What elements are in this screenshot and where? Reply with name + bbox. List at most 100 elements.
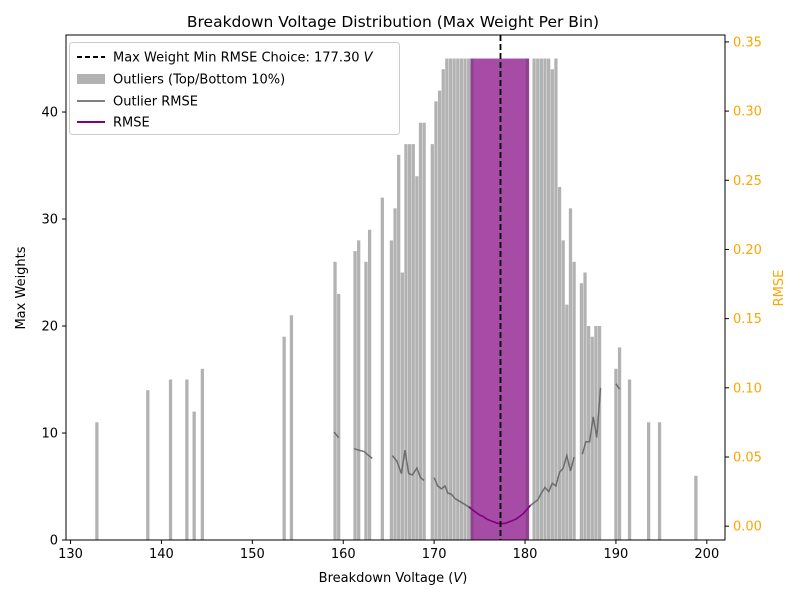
outlier-bar <box>168 379 173 540</box>
outlier-rmse-line <box>581 387 602 455</box>
selected-bar <box>481 58 486 540</box>
outlier-bar <box>463 58 467 540</box>
outlier-bar <box>597 326 602 540</box>
legend-rmse-label: RMSE <box>113 116 150 131</box>
x-tick-label: 140 <box>149 547 174 562</box>
outlier-bar <box>337 293 341 540</box>
outlier-bar <box>418 122 423 541</box>
y-right-tick-label: 0.00 <box>733 520 762 535</box>
outlier-rmse-line <box>333 431 340 439</box>
outlier-bar <box>554 58 558 540</box>
selected-band-edge-left <box>470 58 474 540</box>
x-tick-label: 180 <box>513 547 538 562</box>
legend-choice-label: Max Weight Min RMSE Choice: 177.30 V <box>113 51 374 66</box>
y-right-tick-label: 0.10 <box>733 381 762 396</box>
selected-bar <box>488 58 493 540</box>
selected-bar <box>510 58 515 540</box>
y-right-tick-label: 0.35 <box>733 35 762 50</box>
outlier-bar <box>614 368 618 540</box>
selected-bar <box>474 58 479 540</box>
outlier-bar <box>282 336 286 540</box>
outlier-bar <box>146 390 150 540</box>
outlier-rmse-lines <box>333 383 621 511</box>
y-right-tick-label: 0.20 <box>733 243 762 258</box>
y-right-tick-label: 0.30 <box>733 105 762 120</box>
outlier-bar <box>539 58 544 540</box>
outlier-bar <box>192 411 196 540</box>
outlier-bar <box>532 58 536 540</box>
y-tick-label: 10 <box>41 427 58 442</box>
outlier-bar <box>404 144 408 541</box>
outlier-bar <box>627 379 632 540</box>
legend-outlier-rmse-label: Outlier RMSE <box>113 95 198 110</box>
outlier-bar <box>568 208 573 540</box>
outlier-bar <box>657 422 662 540</box>
x-axis-label-text: Breakdown Voltage ( <box>319 571 454 586</box>
outlier-bar <box>647 422 651 540</box>
x-axis-label: Breakdown Voltage (V) <box>319 571 468 586</box>
selected-bar <box>477 58 482 540</box>
outlier-bar <box>452 58 456 540</box>
outlier-bar <box>400 272 404 540</box>
outlier-bar <box>565 304 569 540</box>
chart-title: Breakdown Voltage Distribution (Max Weig… <box>187 13 599 31</box>
x-axis-ticks: 130 140 150 160 170 180 190 200 <box>58 540 719 562</box>
outlier-bar <box>353 251 357 541</box>
y-right-axis-label: RMSE <box>772 270 787 307</box>
selected-bar <box>517 58 522 540</box>
outlier-bar <box>561 240 565 541</box>
y-axis-ticks: 0 10 20 30 40 <box>41 106 66 549</box>
selected-bar <box>499 58 504 540</box>
x-tick-label: 160 <box>331 547 356 562</box>
outlier-bar <box>95 422 99 540</box>
legend-choice-label-text: Max Weight Min RMSE Choice: 177.30 <box>113 51 364 66</box>
outlier-bar <box>357 240 361 541</box>
plot-frame <box>65 34 726 541</box>
outlier-bars <box>95 58 698 541</box>
x-axis-label-close: ) <box>462 571 467 586</box>
selected-band-edge-right <box>525 58 529 540</box>
outlier-bar <box>333 261 337 540</box>
outlier-rmse-line <box>353 447 373 459</box>
outlier-bar <box>579 283 584 540</box>
outlier-bar <box>415 176 419 540</box>
outlier-bar <box>590 336 594 540</box>
x-axis-label-unit: V <box>453 571 463 586</box>
outlier-bar <box>437 90 442 540</box>
outlier-rmse-line <box>433 477 473 511</box>
selected-bar <box>485 58 490 540</box>
outlier-bar <box>289 315 294 540</box>
outlier-bar <box>389 240 394 541</box>
outlier-bar <box>411 144 415 541</box>
selected-bar <box>495 58 501 540</box>
selected-bar <box>521 58 526 540</box>
outlier-bar <box>380 197 384 540</box>
legend-choice-label-unit: V <box>364 51 374 66</box>
outlier-bar <box>550 69 554 540</box>
legend-outliers-swatch <box>77 74 105 84</box>
selected-bar <box>506 58 511 540</box>
outlier-rmse-line <box>391 449 425 482</box>
selected-bars <box>470 58 530 540</box>
selected-bar <box>503 58 508 540</box>
outlier-rmse-line <box>526 452 575 511</box>
y-right-tick-label: 0.25 <box>733 174 762 189</box>
outlier-bar <box>434 101 438 540</box>
outlier-bar <box>547 58 551 540</box>
y-tick-label: 30 <box>41 213 58 228</box>
outlier-bar <box>445 58 449 540</box>
outlier-rmse-line <box>615 383 621 390</box>
x-tick-label: 200 <box>694 547 719 562</box>
outlier-bar <box>467 58 471 540</box>
outlier-bar <box>200 368 204 540</box>
outlier-bar <box>587 326 591 540</box>
outlier-bar <box>617 347 622 540</box>
outlier-bar <box>448 58 453 540</box>
x-tick-label: 190 <box>604 547 629 562</box>
selected-bar <box>514 58 519 540</box>
outlier-bar <box>430 144 434 541</box>
outlier-bar <box>456 58 460 540</box>
y-axis-label: Max Weights <box>14 246 29 329</box>
x-tick-label: 150 <box>240 547 265 562</box>
